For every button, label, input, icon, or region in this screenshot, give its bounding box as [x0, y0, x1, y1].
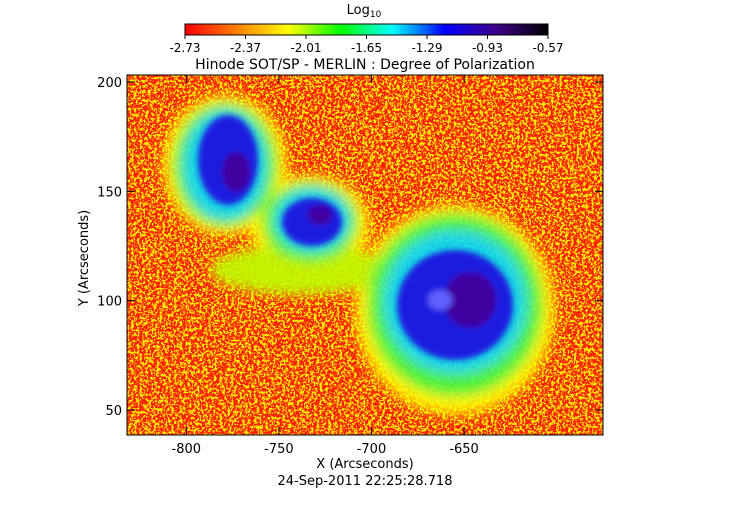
y-tick-label: 100	[97, 295, 122, 310]
y-tick-label: 150	[97, 185, 122, 200]
x-tick-label: -700	[357, 442, 387, 457]
x-tick-label: -650	[449, 442, 479, 457]
colorbar-tick-label: -0.93	[472, 41, 503, 55]
y-axis-label: Y (Arcseconds)	[77, 210, 92, 307]
colorbar-tick-label: -2.01	[290, 41, 321, 55]
y-tick-label: 50	[105, 404, 122, 419]
x-tick-label: -750	[264, 442, 294, 457]
colorbar-tick-label: -1.65	[351, 41, 382, 55]
colorbar-tick-label: -1.29	[411, 41, 442, 55]
plot-frame	[126, 74, 604, 436]
colorbar-tick-label: -2.37	[230, 41, 261, 55]
chart-title: Hinode SOT/SP - MERLIN : Degree of Polar…	[195, 57, 535, 73]
colorbar-tick-label: -0.57	[532, 41, 563, 55]
x-axis-label: X (Arcseconds)	[316, 457, 413, 472]
colorbar-tick-label: -2.73	[169, 41, 200, 55]
footer: 24-Sep-2011 22:25:28.718	[278, 474, 453, 489]
colorbar-label: Log10	[347, 3, 382, 20]
colorbar	[184, 23, 549, 36]
y-tick-label: 200	[97, 76, 122, 91]
x-tick-label: -800	[172, 442, 202, 457]
image	[127, 75, 603, 435]
